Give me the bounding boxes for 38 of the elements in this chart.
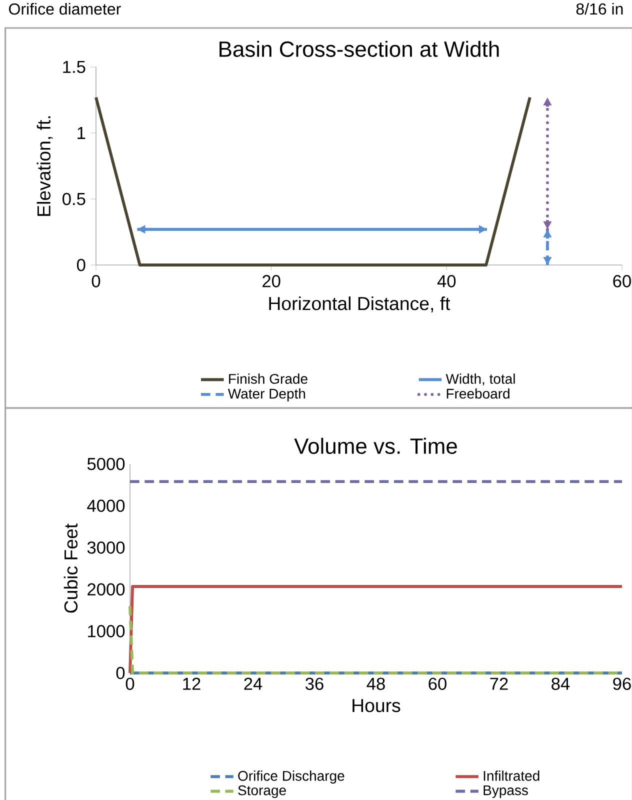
x-tick-label: 84 [552, 678, 570, 690]
y-axis-title: Cubic Feet [64, 524, 78, 613]
legend-label: Width, total [446, 374, 515, 386]
text: 8/16 in [576, 2, 623, 15]
legend-label: Finish Grade [229, 374, 308, 384]
y-tick-label: 5000 [87, 458, 125, 470]
legend-label: Freeboard [446, 388, 510, 399]
y-tick-label: 0 [76, 258, 86, 272]
legend-label: Bypass [484, 785, 528, 798]
legend-label: Orifice Discharge [238, 770, 344, 784]
x-tick-label: 20 [262, 275, 280, 288]
y-tick-label: 0 [116, 666, 125, 680]
y-axis-title: Elevation, ft. [36, 116, 53, 216]
x-tick-label: 48 [366, 678, 385, 690]
x-tick-label: 60 [428, 678, 446, 690]
legend-label: Storage [238, 785, 286, 798]
y-tick-label: 4000 [87, 500, 125, 512]
y-tick-label: 1000 [88, 625, 125, 638]
x-tick-label: 72 [490, 678, 508, 690]
x-tick-label: 24 [244, 678, 262, 690]
y-tick-label: 0.5 [62, 192, 86, 206]
chart-title: Volume vs. Time [294, 438, 457, 454]
text: Orifice diameter [9, 2, 121, 15]
y-tick-label: 1 [78, 127, 86, 139]
legend-label: Water Depth [228, 388, 306, 402]
y-tick-label: 1.5 [63, 60, 86, 74]
x-axis-title: Horizontal Distance, ft [269, 296, 450, 312]
x-tick-label: 40 [437, 275, 456, 288]
x-tick-label: 96 [613, 678, 631, 690]
x-axis-title: Hours [352, 699, 400, 712]
y-tick-label: 3000 [87, 541, 125, 554]
chart-title: Basin Cross-section at Width [220, 40, 499, 57]
x-tick-label: 60 [613, 275, 631, 288]
x-tick-label: 12 [183, 678, 200, 690]
legend-label: Infiltrated [484, 770, 540, 781]
y-tick-label: 2000 [88, 583, 125, 596]
x-tick-label: 0 [126, 678, 134, 690]
x-tick-label: 36 [306, 678, 324, 690]
